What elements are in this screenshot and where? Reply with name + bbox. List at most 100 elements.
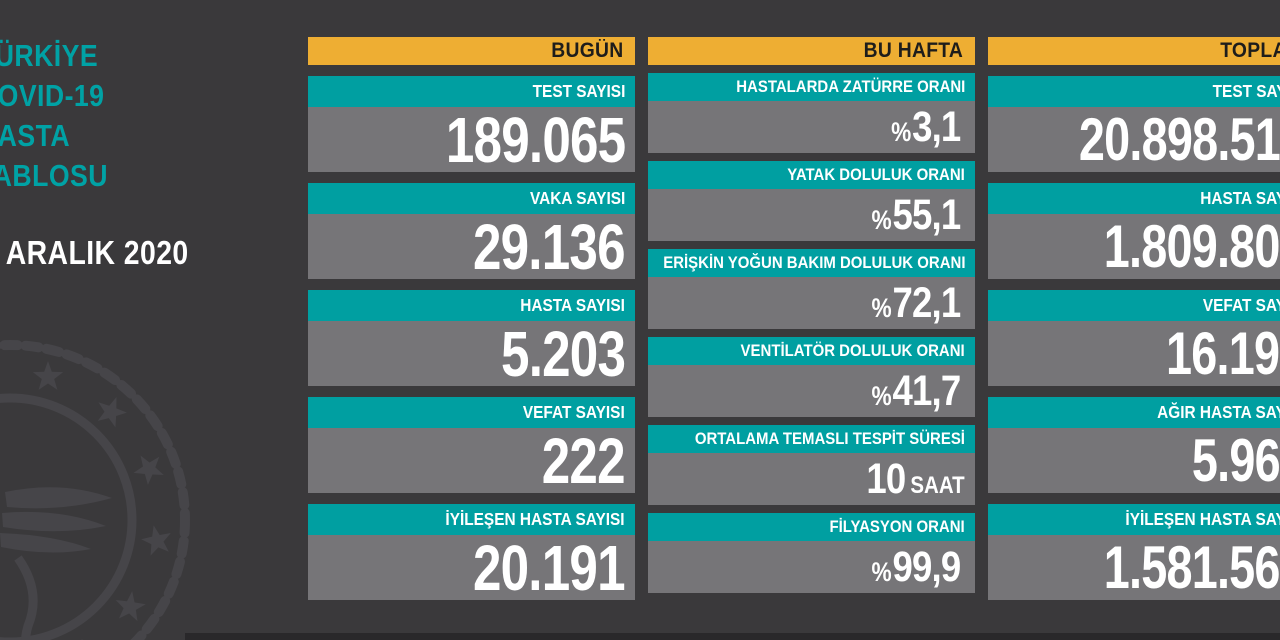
bottom-divider	[185, 633, 1280, 640]
stat-value: 20.898.517	[988, 107, 1280, 172]
stat-label-text: HASTA SAYISI	[1200, 188, 1280, 208]
stat-value: 1.809.809	[988, 214, 1280, 279]
stat-label: FİLYASYON ORANI	[648, 513, 975, 541]
percent-sign: %	[871, 556, 891, 587]
column-header-toplam: TOPLAM	[988, 37, 1280, 65]
stat-card-filyasyon-orani: FİLYASYON ORANI %99,9	[648, 513, 975, 593]
stat-card-iyilesen-hasta-sayisi: İYİLEŞEN HASTA SAYISI 20.191	[308, 504, 635, 600]
stat-card-vaka-sayisi: VAKA SAYISI 29.136	[308, 183, 635, 279]
stat-value: %55,1	[648, 189, 975, 241]
stat-value: 1.581.565	[988, 535, 1280, 600]
column-header-label: TOPLAM	[1220, 39, 1280, 62]
stat-label-text: YATAK DOLULUK ORANI	[787, 165, 965, 184]
stat-value: %72,1	[648, 277, 975, 329]
stat-card-vefat-sayisi: VEFAT SAYISI 222	[308, 397, 635, 493]
stat-value-text: 20.191	[473, 531, 626, 604]
stat-card-toplam-iyilesen: İYİLEŞEN HASTA SAYISI 1.581.565	[988, 504, 1280, 600]
stat-label: HASTALARDA ZATÜRRE ORANI	[648, 73, 975, 101]
stat-number: 10	[866, 454, 907, 503]
stat-value-text: 222	[541, 424, 626, 497]
stat-value-text: %41,7	[871, 366, 965, 415]
stat-value: 222	[308, 428, 635, 493]
stat-card-toplam-test: TEST SAYISI 20.898.517	[988, 76, 1280, 172]
stat-label-text: TEST SAYISI	[532, 81, 625, 101]
stat-label-text: TEST SAYISI	[1212, 81, 1280, 101]
stat-label: HASTA SAYISI	[988, 183, 1280, 214]
stat-value: 16.199	[988, 321, 1280, 386]
stat-label-text: HASTA SAYISI	[520, 295, 625, 315]
stat-number: 99,9	[892, 542, 961, 591]
stat-label: VEFAT SAYISI	[988, 290, 1280, 321]
stat-number: 55,1	[892, 190, 961, 239]
column-header-label: BU HAFTA	[863, 39, 963, 62]
stat-label: ERİŞKİN YOĞUN BAKIM DOLULUK ORANI	[648, 249, 975, 277]
stat-value: %41,7	[648, 365, 975, 417]
stat-value-text: 16.199	[1166, 319, 1280, 387]
stat-value-text: 1.581.565	[1103, 533, 1280, 601]
percent-sign: %	[871, 292, 891, 323]
stat-label-text: ERİŞKİN YOĞUN BAKIM DOLULUK ORANI	[662, 253, 965, 272]
percent-sign: %	[871, 380, 891, 411]
column-bugun: BUGÜN TEST SAYISI 189.065 VAKA SAYISI 29…	[308, 37, 635, 600]
stat-label: ORTALAMA TEMASLI TESPİT SÜRESİ	[648, 425, 975, 453]
percent-sign: %	[890, 116, 911, 147]
stat-value-text: 29.136	[473, 210, 626, 283]
column-header-bugun: BUGÜN	[308, 37, 635, 65]
stat-value: %3,1	[648, 101, 975, 153]
stat-label-text: HASTALARDA ZATÜRRE ORANI	[735, 77, 965, 96]
stat-label-text: VAKA SAYISI	[529, 188, 625, 208]
stat-value-text: %99,9	[871, 542, 965, 591]
stat-card-test-sayisi: TEST SAYISI 189.065	[308, 76, 635, 172]
stat-value-text: 1.809.809	[1103, 212, 1280, 280]
column-header-bu-hafta: BU HAFTA	[648, 37, 975, 65]
stat-value: 5.963	[988, 428, 1280, 493]
stat-label: VAKA SAYISI	[308, 183, 635, 214]
stat-label: VEFAT SAYISI	[308, 397, 635, 428]
page-title-line: COVID-19	[0, 78, 105, 113]
stat-number: 3,1	[911, 102, 961, 151]
stat-value: %99,9	[648, 541, 975, 593]
stat-label: TEST SAYISI	[988, 76, 1280, 107]
stat-value-text: 5.963	[1191, 426, 1280, 494]
column-header-label: BUGÜN	[550, 39, 623, 62]
stat-label: YATAK DOLULUK ORANI	[648, 161, 975, 189]
report-date: 12 ARALIK 2020	[0, 234, 189, 271]
stat-label-text: İYİLEŞEN HASTA SAYISI	[1125, 509, 1280, 529]
stat-value: 189.065	[308, 107, 635, 172]
page-title-line: HASTA	[0, 118, 71, 153]
stat-card-toplam-vefat: VEFAT SAYISI 16.199	[988, 290, 1280, 386]
stat-number: 72,1	[892, 278, 961, 327]
stat-label-text: ORTALAMA TEMASLI TESPİT SÜRESİ	[694, 429, 965, 448]
stat-value-text: 189.065	[445, 103, 626, 176]
stat-label-text: İYİLEŞEN HASTA SAYISI	[445, 509, 625, 529]
stat-value-text: 20.898.517	[1078, 105, 1280, 173]
stat-card-ventilator-doluluk: VENTİLATÖR DOLULUK ORANI %41,7	[648, 337, 975, 417]
stat-label: VENTİLATÖR DOLULUK ORANI	[648, 337, 975, 365]
health-ministry-emblem-icon	[0, 340, 190, 640]
stat-label-text: AĞIR HASTA SAYISI	[1157, 402, 1280, 422]
stat-value-text: %72,1	[871, 278, 965, 327]
stat-label: İYİLEŞEN HASTA SAYISI	[308, 504, 635, 535]
stat-label-text: VENTİLATÖR DOLULUK ORANI	[740, 341, 965, 360]
stat-label: HASTA SAYISI	[308, 290, 635, 321]
stat-value-text: 5.203	[500, 317, 626, 390]
page-title-line: TÜRKİYE	[0, 38, 99, 73]
column-bu-hafta: BU HAFTA HASTALARDA ZATÜRRE ORANI %3,1 Y…	[648, 37, 975, 593]
stat-card-yatak-doluluk: YATAK DOLULUK ORANI %55,1	[648, 161, 975, 241]
stat-card-toplam-hasta: HASTA SAYISI 1.809.809	[988, 183, 1280, 279]
stat-label-text: VEFAT SAYISI	[1203, 295, 1280, 315]
stat-unit: SAAT	[910, 471, 965, 499]
stat-value: 29.136	[308, 214, 635, 279]
stat-card-zaturre-orani: HASTALARDA ZATÜRRE ORANI %3,1	[648, 73, 975, 153]
stat-label: İYİLEŞEN HASTA SAYISI	[988, 504, 1280, 535]
stat-value-text: %55,1	[871, 190, 965, 239]
stat-number: 41,7	[892, 366, 961, 415]
stat-label-text: VEFAT SAYISI	[523, 402, 625, 422]
stat-value: 5.203	[308, 321, 635, 386]
stat-value-text: 10 SAAT	[865, 454, 965, 503]
stat-card-yogun-bakim-doluluk: ERİŞKİN YOĞUN BAKIM DOLULUK ORANI %72,1	[648, 249, 975, 329]
stat-label-text: FİLYASYON ORANI	[829, 517, 965, 536]
